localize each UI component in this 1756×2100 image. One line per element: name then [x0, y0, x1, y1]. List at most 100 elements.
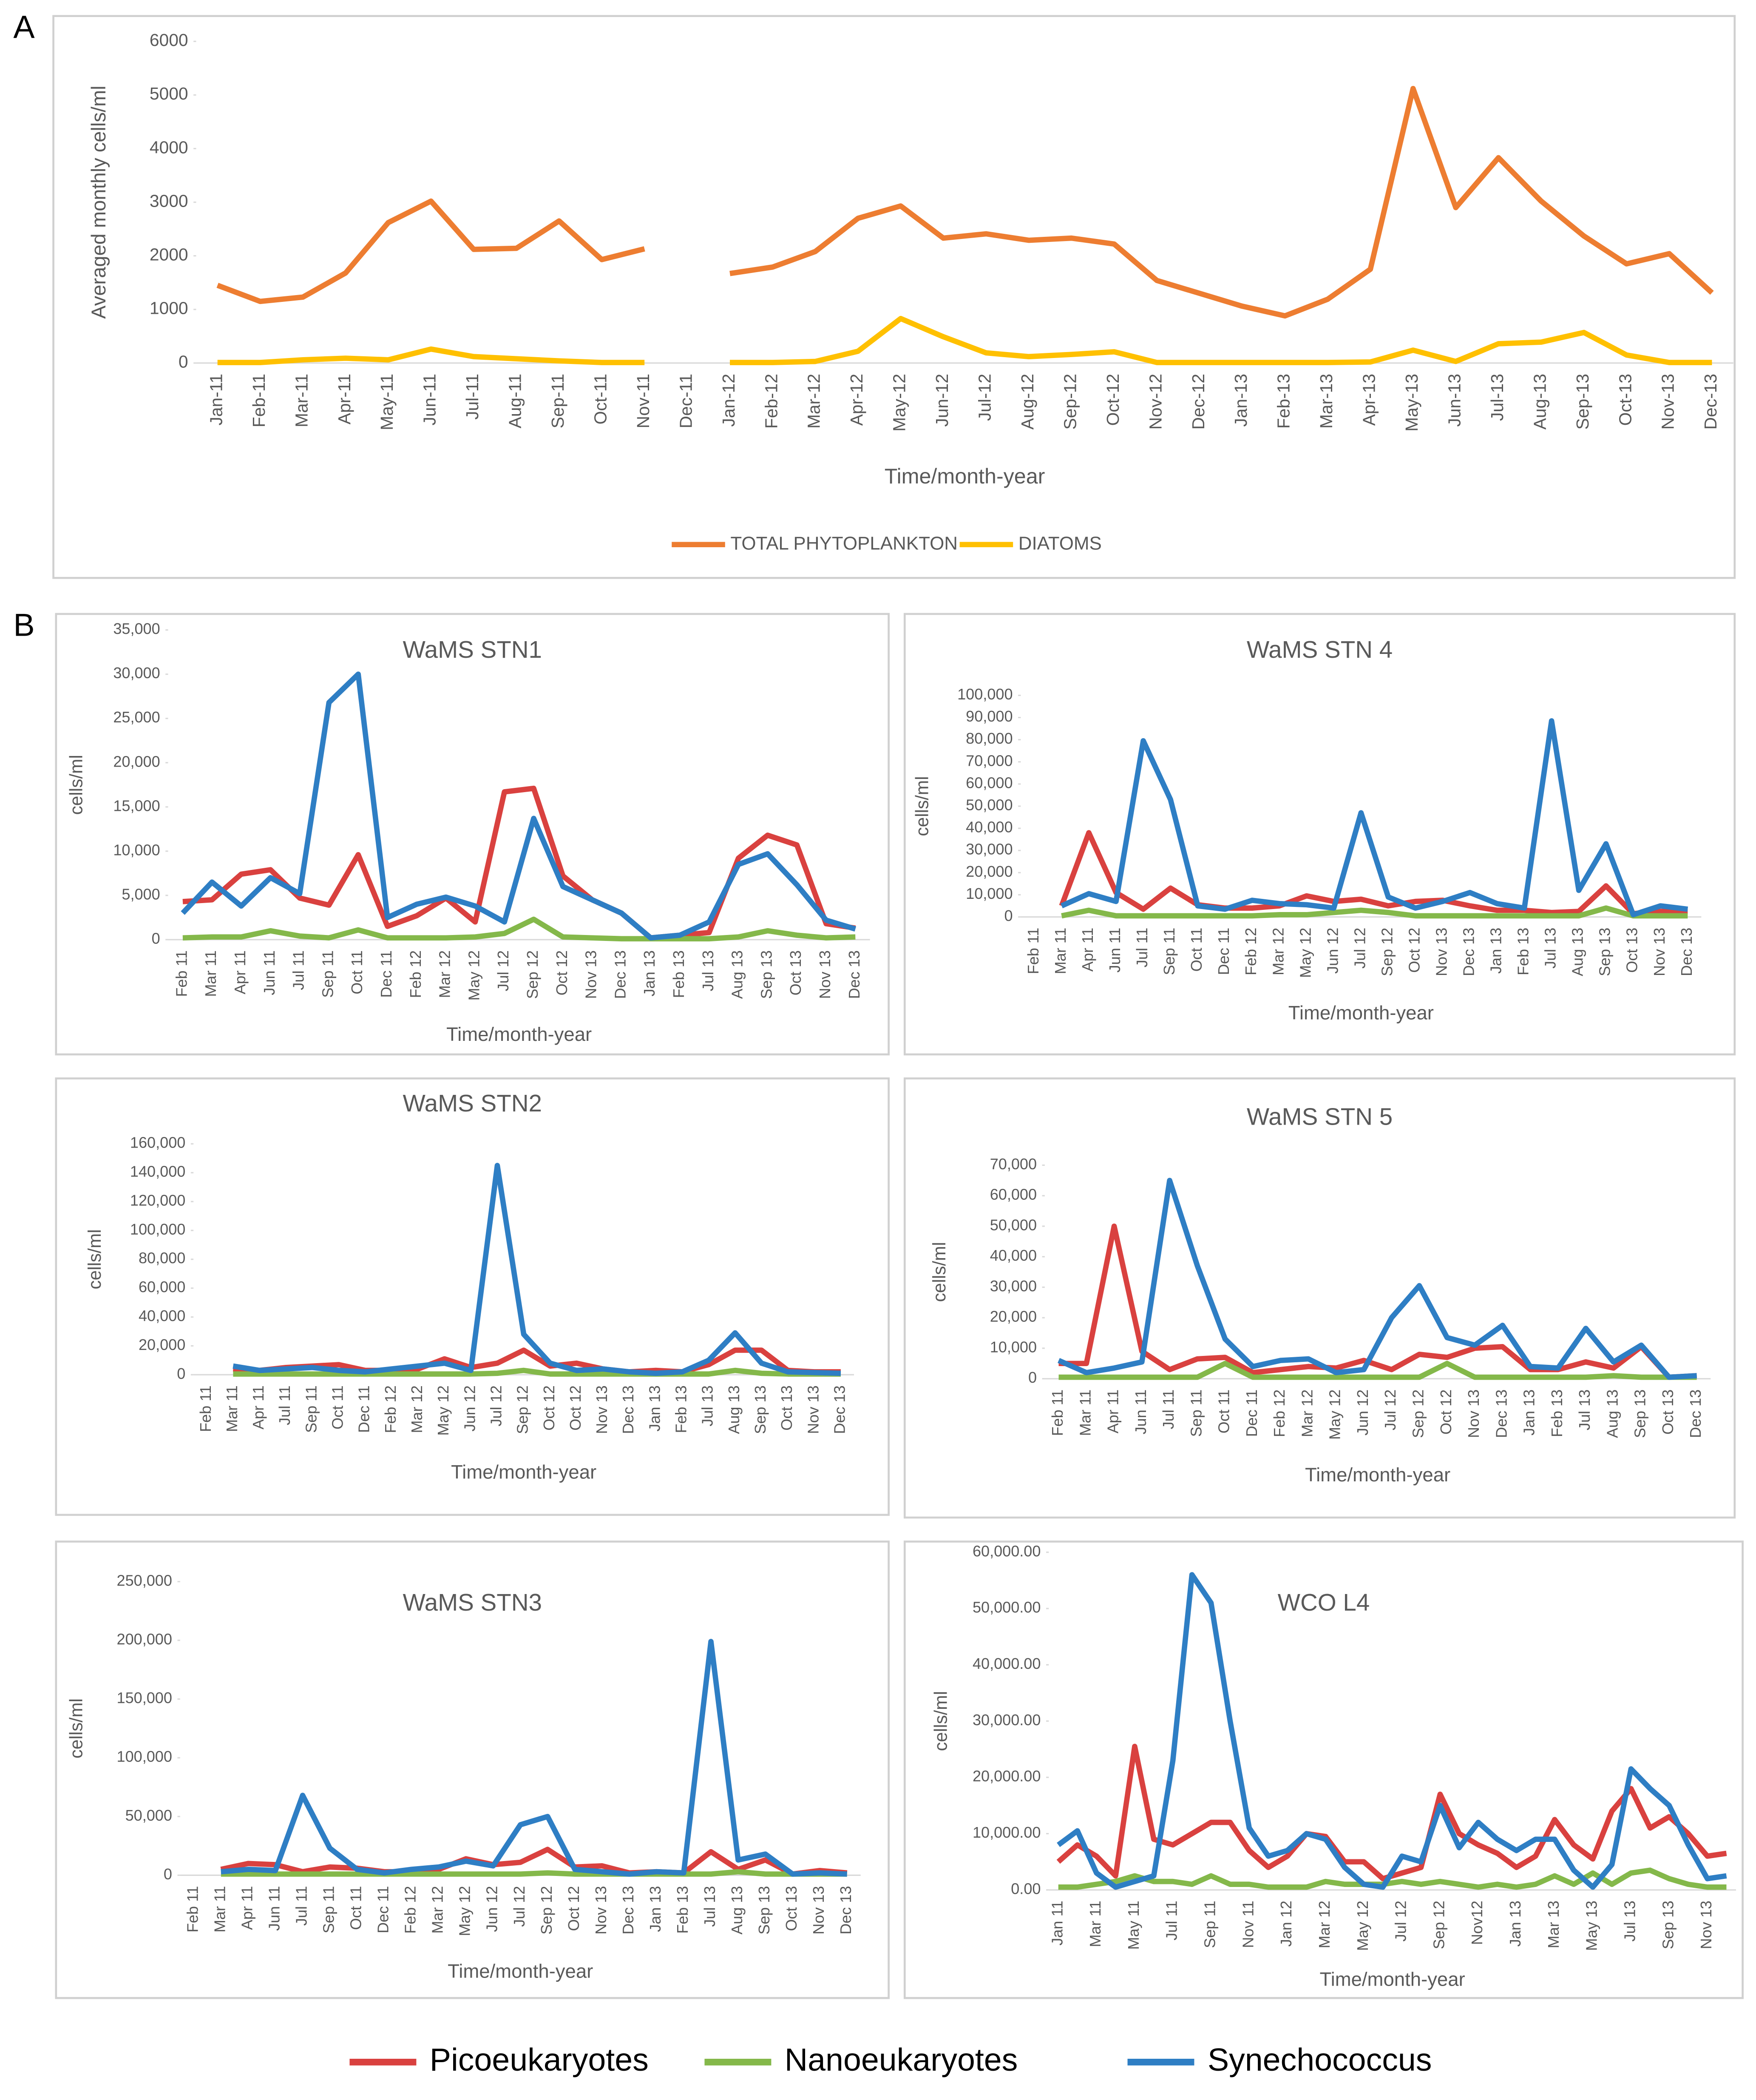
- x-tick-label: Jun-11: [420, 374, 440, 426]
- x-tick-label: Dec 13: [1678, 928, 1695, 976]
- x-tick-label: Jan 12: [1277, 1901, 1295, 1947]
- y-axis-label: Averaged monthly cells/ml: [87, 85, 110, 319]
- x-tick-label: Feb 13: [1515, 928, 1532, 975]
- y-tick-label: 50,000.00: [973, 1599, 1041, 1616]
- x-axis-label: Time/month-year: [451, 1461, 596, 1483]
- x-tick-label: Oct 13: [783, 1886, 800, 1931]
- x-tick-label: Dec 13: [845, 950, 863, 999]
- y-tick-label: 0: [177, 1365, 185, 1382]
- x-tick-label: Apr 11: [1079, 928, 1096, 972]
- x-tick-label: Apr-11: [335, 374, 354, 424]
- y-tick-label: 50,000: [990, 1216, 1037, 1233]
- y-tick-label: 30,000: [990, 1277, 1037, 1295]
- panel-label: A: [13, 9, 35, 45]
- x-tick-label: Jun-13: [1444, 374, 1464, 427]
- x-tick-label: Mar 11: [202, 950, 219, 997]
- series-line: [1061, 905, 1688, 919]
- x-tick-label: Nov 13: [582, 950, 600, 999]
- panel-frame: [903, 1540, 1744, 1999]
- legend-label: DIATOMS: [1018, 533, 1102, 554]
- y-tick-label: 0: [1028, 1369, 1037, 1386]
- series-line: [233, 1162, 841, 1376]
- x-tick-label: Dec 11: [1243, 1390, 1260, 1437]
- x-tick-label: Sep 11: [1201, 1901, 1219, 1948]
- x-tick-label: Apr 11: [250, 1385, 267, 1429]
- x-tick-label: Sep 13: [1596, 928, 1614, 976]
- x-tick-label: Jul 13: [1542, 928, 1559, 969]
- x-tick-label: Dec 13: [1687, 1390, 1704, 1438]
- x-tick-label: Feb-11: [249, 374, 269, 427]
- x-tick-label: Jun-12: [932, 374, 952, 427]
- x-tick-label: Jun 12: [483, 1886, 501, 1932]
- x-tick-label: Dec-12: [1189, 374, 1208, 430]
- y-tick-label: 10,000: [990, 1338, 1037, 1355]
- y-tick-label: 20,000: [139, 1336, 185, 1353]
- x-tick-label: Jan 13: [646, 1385, 663, 1431]
- y-tick-label: 0: [1004, 907, 1013, 924]
- x-tick-label: May 12: [1354, 1901, 1371, 1951]
- x-tick-label: Sep 13: [757, 950, 775, 999]
- x-tick-label: Nov 13: [1697, 1901, 1715, 1949]
- x-tick-label: Jul 12: [1382, 1390, 1399, 1430]
- x-tick-label: Jul 11: [276, 1385, 293, 1425]
- x-tick-label: Mar-13: [1316, 374, 1336, 429]
- y-tick-label: 5,000: [122, 885, 160, 903]
- x-tick-label: Feb-12: [761, 374, 781, 429]
- y-tick-label: 30,000: [966, 841, 1013, 858]
- x-tick-label: Sep 12: [1430, 1901, 1447, 1949]
- x-tick-label: Dec 13: [619, 1886, 637, 1934]
- x-tick-label: Jan 13: [1506, 1901, 1524, 1947]
- x-tick-label: Dec 13: [1492, 1390, 1510, 1438]
- y-tick-label: 1000: [150, 298, 188, 318]
- y-tick-label: 200,000: [117, 1630, 172, 1648]
- x-tick-label: Mar 11: [211, 1886, 228, 1932]
- y-tick-label: 140,000: [130, 1163, 185, 1180]
- y-tick-label: 50,000: [125, 1807, 172, 1824]
- x-tick-label: Mar 11: [1076, 1390, 1094, 1436]
- x-tick-label: Sep 13: [1659, 1901, 1677, 1949]
- y-tick-label: 60,000: [990, 1186, 1037, 1203]
- x-tick-label: Jul 11: [1163, 1901, 1180, 1941]
- panel-frame: [55, 1077, 890, 1516]
- y-tick-label: 3000: [150, 191, 188, 210]
- x-tick-label: Dec 11: [377, 950, 395, 998]
- x-tick-label: Jul-11: [462, 374, 482, 420]
- y-tick-label: 20,000.00: [973, 1768, 1041, 1785]
- x-tick-label: Feb 13: [1548, 1390, 1566, 1437]
- y-tick-label: 5000: [150, 84, 188, 103]
- y-tick-label: 40,000: [990, 1247, 1037, 1264]
- x-tick-label: Sep-11: [548, 374, 567, 429]
- x-tick-label: Jul 13: [701, 1886, 718, 1927]
- x-tick-label: Feb 12: [382, 1385, 399, 1433]
- x-tick-label: Aug 13: [725, 1385, 743, 1434]
- x-tick-label: Dec 11: [374, 1886, 392, 1933]
- y-tick-label: 15,000: [113, 797, 160, 814]
- series-line: [221, 1869, 847, 1877]
- y-tick-label: 40,000.00: [973, 1655, 1041, 1672]
- x-tick-label: Jun 11: [261, 950, 278, 995]
- series-line: [220, 1847, 848, 1877]
- x-tick-label: Feb 11: [173, 950, 190, 997]
- x-tick-label: Jun 11: [1106, 928, 1123, 973]
- x-tick-label: Sep 12: [1378, 928, 1396, 976]
- x-tick-label: Feb 12: [1242, 928, 1260, 975]
- x-tick-label: Jun 12: [1354, 1390, 1371, 1435]
- x-tick-label: Nov-11: [633, 374, 653, 429]
- x-tick-label: Jul 13: [1576, 1390, 1593, 1430]
- y-tick-label: 160,000: [130, 1134, 185, 1151]
- y-tick-label: 25,000: [113, 708, 160, 726]
- panel-label: B: [13, 607, 34, 642]
- x-axis-label: Time/month-year: [446, 1023, 592, 1045]
- x-tick-label: Sep 11: [302, 1385, 320, 1433]
- series-line: [1058, 1867, 1727, 1890]
- x-tick-label: Oct-12: [1103, 374, 1123, 426]
- x-tick-label: Sep 13: [1631, 1390, 1649, 1438]
- series-line: [216, 198, 645, 304]
- x-tick-label: Dec-13: [1701, 374, 1720, 430]
- x-tick-label: Jul 11: [290, 950, 307, 990]
- x-tick-label: May 11: [1125, 1901, 1142, 1950]
- x-tick-label: Dec-11: [676, 374, 695, 429]
- series-line: [233, 1347, 841, 1375]
- x-tick-label: Jul 12: [487, 1385, 505, 1426]
